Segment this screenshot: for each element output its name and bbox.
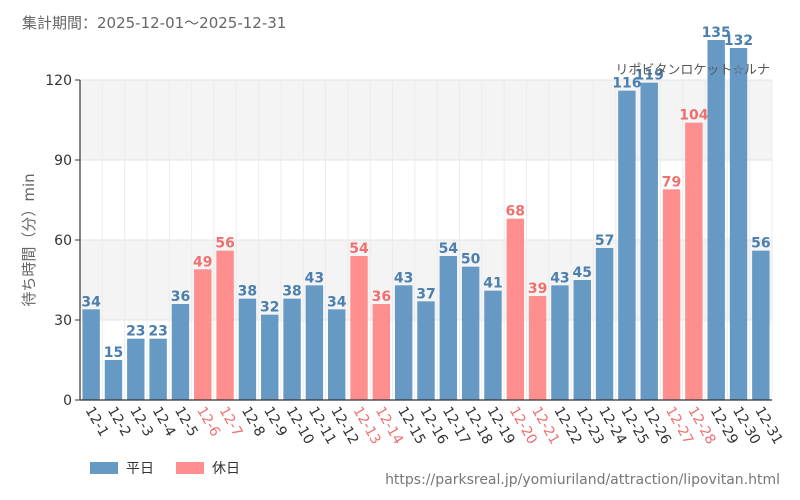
value-label: 50 (461, 252, 481, 268)
value-label: 54 (349, 241, 369, 257)
value-label: 34 (81, 294, 101, 310)
bar-12-28[interactable] (685, 122, 703, 401)
bar-12-1[interactable] (82, 309, 100, 400)
y-tick-label: 60 (54, 233, 72, 249)
value-label: 15 (104, 345, 123, 361)
value-label: 68 (506, 204, 525, 220)
bar-12-12[interactable] (328, 309, 346, 400)
legend-item-holiday: 休日 (176, 458, 240, 478)
bar-12-3[interactable] (127, 338, 145, 400)
value-label: 32 (260, 300, 279, 316)
value-label: 49 (193, 254, 212, 270)
chart-title: リポビタンロケット☆ルナ (615, 63, 770, 78)
value-label: 116 (612, 76, 641, 92)
value-label: 43 (394, 270, 413, 286)
bar-12-29[interactable] (707, 40, 725, 400)
bar-12-25[interactable] (618, 90, 636, 401)
y-tick-label: 120 (45, 73, 72, 89)
legend-item-weekday: 平日 (90, 458, 154, 478)
value-label: 135 (702, 25, 731, 41)
y-tick-label: 90 (54, 153, 72, 169)
bar-12-9[interactable] (261, 314, 279, 400)
bar-12-27[interactable] (662, 189, 681, 400)
bar-12-6[interactable] (194, 269, 212, 400)
bar-12-23[interactable] (573, 280, 591, 400)
source-url[interactable]: https://parksreal.jp/yomiuriland/attract… (385, 472, 780, 488)
bar-12-4[interactable] (149, 338, 167, 400)
bar-12-17[interactable] (439, 256, 458, 400)
y-axis-label: 待ち時間（分）min (20, 173, 38, 306)
value-label: 132 (724, 33, 753, 49)
bar-12-31[interactable] (752, 250, 770, 400)
value-label: 36 (372, 289, 391, 305)
legend-swatch-weekday (90, 462, 118, 474)
bar-12-20[interactable] (506, 218, 524, 400)
value-label: 23 (126, 324, 145, 340)
legend-label-weekday: 平日 (126, 461, 154, 477)
bar-12-13[interactable] (350, 256, 368, 400)
value-label: 79 (662, 174, 681, 190)
x-tick-labels: 12-112-212-312-412-512-612-712-812-912-1… (82, 404, 786, 447)
bar-12-8[interactable] (238, 298, 257, 400)
bar-12-14[interactable] (372, 304, 391, 400)
bar-12-21[interactable] (528, 296, 547, 400)
legend: 平日 休日 (90, 458, 262, 478)
period-label: 集計期間：2025-12-01〜2025-12-31 (22, 14, 287, 32)
value-label: 45 (573, 265, 592, 281)
value-label: 54 (439, 241, 459, 257)
bar-12-16[interactable] (417, 301, 435, 400)
value-label: 57 (595, 233, 614, 249)
value-label: 119 (635, 68, 664, 84)
value-label: 37 (416, 286, 435, 302)
value-label: 38 (282, 284, 301, 300)
bar-12-22[interactable] (551, 285, 569, 400)
legend-label-holiday: 休日 (212, 461, 240, 477)
bar-12-11[interactable] (305, 285, 324, 400)
plot-band (80, 80, 772, 160)
value-label: 41 (483, 276, 502, 292)
bar-12-26[interactable] (640, 82, 658, 401)
value-label: 43 (550, 270, 569, 286)
value-label: 34 (327, 294, 347, 310)
bar-12-5[interactable] (171, 304, 190, 400)
bar-12-7[interactable] (216, 250, 234, 400)
bar-12-19[interactable] (484, 290, 502, 400)
bar-12-30[interactable] (729, 48, 748, 400)
y-tick-label: 0 (63, 393, 72, 409)
bar-12-24[interactable] (595, 248, 614, 400)
value-label: 23 (148, 324, 167, 340)
bar-12-2[interactable] (104, 360, 123, 400)
value-label: 56 (751, 236, 770, 252)
y-tick-label: 30 (54, 313, 72, 329)
bar-12-15[interactable] (394, 285, 413, 400)
value-label: 39 (528, 281, 547, 297)
value-label: 38 (238, 284, 257, 300)
value-label: 36 (171, 289, 190, 305)
legend-swatch-holiday (176, 462, 204, 474)
bar-12-10[interactable] (283, 298, 301, 400)
value-label: 56 (215, 236, 234, 252)
bars (82, 40, 770, 401)
value-label: 43 (305, 270, 324, 286)
bar-12-18[interactable] (461, 266, 480, 400)
y-tick-labels: 0 30 60 90 120 (45, 73, 80, 409)
value-label: 104 (679, 108, 708, 124)
